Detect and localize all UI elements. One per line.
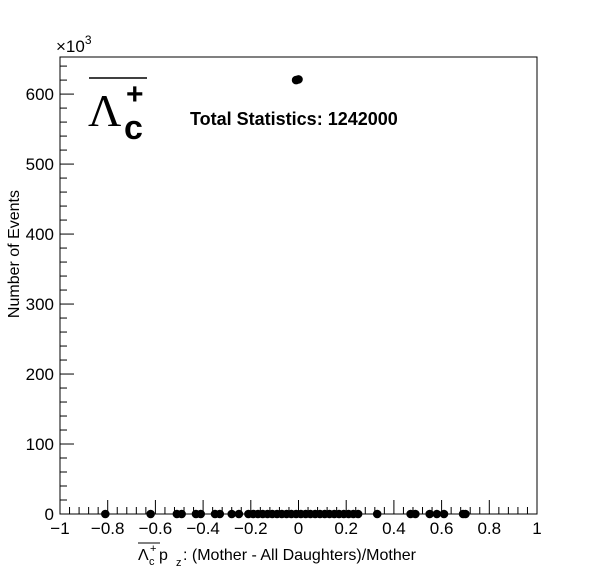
x-title-p-sub: z	[176, 557, 182, 569]
x-tick-label: 0	[294, 519, 303, 538]
data-point	[146, 509, 155, 519]
y-tick-label: 400	[26, 225, 54, 244]
data-point	[432, 509, 442, 519]
x-tick-label: −0.6	[139, 519, 173, 538]
data-point	[353, 509, 363, 519]
x-tick-label: −0.2	[234, 519, 268, 538]
x-title-rest: : (Mother - All Daughters)/Mother	[183, 547, 417, 564]
particle-label: Λ c +	[88, 77, 147, 147]
x-title-symbol: Λ	[138, 547, 149, 564]
data-points	[101, 75, 470, 519]
data-point	[294, 75, 303, 84]
x-tick-label: −0.8	[91, 519, 125, 538]
data-point	[227, 509, 237, 519]
data-point	[101, 509, 110, 519]
x-axis-title: Λ c + p z : (Mother - All Daughters)/Mot…	[138, 542, 417, 569]
data-point	[461, 509, 470, 519]
y-tick-labels: 0 100 200 300 400 500 600	[26, 85, 54, 524]
data-point	[372, 509, 382, 519]
statistics-text: Total Statistics: 1242000	[190, 109, 398, 129]
data-point	[196, 509, 206, 519]
y-axis-title: Number of Events	[6, 190, 23, 318]
data-point	[234, 509, 244, 519]
x-tick-labels: −1 −0.8 −0.6 −0.4 −0.2 0 0.2 0.4 0.6 0.8 1	[50, 519, 541, 538]
particle-subscript: c	[124, 109, 143, 147]
x-title-symbol-sub: c	[149, 556, 155, 568]
particle-superscript: +	[126, 78, 144, 111]
data-point	[411, 509, 420, 519]
y-tick-label: 200	[26, 365, 54, 384]
x-title-symbol-sup: +	[150, 543, 156, 555]
particle-symbol: Λ	[88, 85, 121, 136]
data-point	[425, 509, 434, 519]
y-multiplier: ×103	[56, 33, 92, 56]
y-tick-label: 600	[26, 85, 54, 104]
x-tick-label: −1	[50, 519, 69, 538]
data-point	[215, 509, 225, 519]
x-tick-label: −0.4	[186, 519, 220, 538]
y-tick-label: 300	[26, 295, 54, 314]
y-tick-label: 0	[45, 505, 54, 524]
x-tick-label: 0.8	[477, 519, 501, 538]
x-title-p: p	[159, 547, 168, 564]
data-point	[439, 509, 449, 519]
y-tick-label: 100	[26, 435, 54, 454]
x-tick-label: 0.6	[430, 519, 454, 538]
y-tick-label: 500	[26, 155, 54, 174]
x-tick-label: 1	[532, 519, 541, 538]
data-point	[177, 509, 186, 519]
x-tick-label: 0.2	[334, 519, 358, 538]
x-tick-label: 0.4	[382, 519, 406, 538]
